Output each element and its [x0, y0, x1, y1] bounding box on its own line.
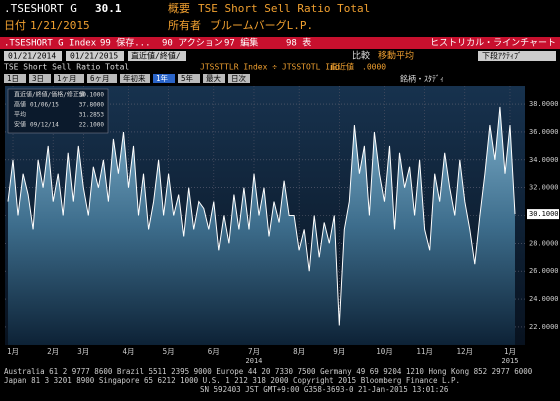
x-tick-label: 3月: [77, 347, 89, 356]
period-label: 1日: [7, 74, 19, 83]
legend-value: 30.1000: [79, 92, 105, 99]
x-tick-label: 4月: [122, 347, 134, 356]
footer-line: SN 592403 JST GMT+9:00 G358-3693-0 21-Ja…: [200, 385, 449, 394]
footer-line: Japan 81 3 3201 8900 Singapore 65 6212 1…: [4, 376, 460, 385]
y-tick-label: 26.0000: [529, 267, 559, 275]
y-tick-label: 24.0000: [529, 295, 559, 303]
formula: JTSSTTLR Index ÷ JTSSTOTL Ind: [200, 63, 340, 72]
y-tick-label: 32.0000: [529, 184, 559, 192]
period-button[interactable]: [120, 74, 150, 83]
year-label: 2015: [502, 357, 519, 365]
legend-label: 直近値/終値/価格/修正値: [14, 91, 85, 99]
legend-date: 09/12/14: [30, 122, 59, 129]
y-tick-label: 34.0000: [529, 156, 559, 164]
period-label: 1年: [156, 73, 169, 83]
y-tick-label: 28.0000: [529, 239, 559, 247]
x-tick-label: 2月: [47, 347, 59, 356]
last-value-box: [527, 209, 559, 220]
y-tick-label: 36.0000: [529, 128, 559, 136]
period-label: 最大: [206, 73, 221, 83]
x-tick-label: 9月: [333, 347, 345, 356]
period-button[interactable]: [29, 74, 51, 83]
field: 直近値/終値/: [131, 51, 181, 61]
ticker: .TSESHORT G: [4, 2, 77, 15]
legend-label: 平均: [14, 111, 26, 119]
formula-value: .0000: [362, 63, 386, 72]
legend-value: 22.1000: [79, 122, 105, 129]
x-tick-label: 6月: [208, 347, 220, 356]
tools[interactable]: 銘柄・ｽﾀﾃﾞｨ: [400, 74, 444, 84]
y-tick-label: 38.0000: [529, 100, 559, 108]
period-label: 5年: [181, 73, 194, 83]
view-name: ヒストリカル・ラインチャート: [430, 38, 556, 49]
legend-label: 安値: [14, 121, 26, 129]
period-button[interactable]: [153, 74, 175, 83]
toolbar-button[interactable]: 90 アクション: [162, 38, 223, 49]
formula-field: 直近値: [330, 62, 354, 72]
compare[interactable]: 比較: [352, 50, 370, 62]
x-tick-label: 8月: [293, 347, 305, 356]
start-date: 01/21/2014: [8, 52, 56, 61]
legend-value: 37.8000: [79, 102, 105, 109]
period-button[interactable]: [4, 74, 26, 83]
period-label: 年初来: [123, 73, 146, 83]
security: .TSESHORT G Index: [4, 39, 97, 49]
field-box[interactable]: [128, 51, 186, 61]
period-label: 日次: [231, 73, 246, 83]
x-tick-label: 12月: [457, 347, 474, 356]
end-box[interactable]: [66, 51, 124, 61]
lower-box[interactable]: [478, 51, 556, 61]
legend-value: 31.2853: [79, 112, 105, 119]
start-box[interactable]: [4, 51, 62, 61]
end-date: 01/21/2015: [70, 52, 118, 61]
period-button[interactable]: [178, 74, 200, 83]
toolbar-button[interactable]: 99 保存...: [100, 37, 151, 49]
toolbar-button[interactable]: 98 表: [286, 37, 311, 49]
legend-date: 01/06/15: [30, 102, 59, 109]
period-button[interactable]: [228, 74, 250, 83]
toolbar-button[interactable]: 97 編集: [224, 37, 258, 49]
last-price: 30.1: [95, 2, 122, 15]
last-value-label: 30.1000: [529, 210, 559, 218]
period-label: 6ヶ月: [90, 74, 110, 83]
footer-line: Australia 61 2 9777 8600 Brazil 5511 239…: [4, 367, 533, 376]
date-label: 日付: [4, 19, 26, 32]
legend-label: 高値: [14, 101, 26, 109]
period-button[interactable]: [203, 74, 225, 83]
period-button[interactable]: [54, 74, 84, 83]
lower: 下段ｱｸﾃｨﾌﾞ: [482, 51, 522, 61]
series-name: TSE Short Sell Ratio Total: [4, 63, 129, 72]
legend-box: [7, 88, 109, 134]
x-tick-label: 10月: [376, 347, 393, 356]
x-tick-label: 11月: [416, 347, 433, 356]
period-label: 3日: [32, 74, 44, 83]
owner: ブルームバーグL.P.: [210, 18, 313, 32]
desc: TSE Short Sell Ratio Total: [198, 2, 370, 15]
year-label: 2014: [246, 357, 263, 365]
y-tick-label: 22.0000: [529, 323, 559, 331]
owner-label: 所有者: [168, 18, 201, 32]
line: [7, 106, 516, 326]
x-tick-label: 7月: [248, 347, 260, 356]
period-label: 1ヶ月: [57, 74, 77, 83]
period-button[interactable]: [87, 74, 117, 83]
moving-avg[interactable]: 移動平均: [378, 50, 414, 62]
x-tick-label: 5月: [163, 347, 175, 356]
x-tick-label: 1月: [7, 347, 19, 356]
date: 1/21/2015: [30, 19, 90, 32]
desc-label: 概要: [168, 2, 190, 15]
x-tick-label: 1月: [504, 347, 516, 356]
toolbar: [0, 37, 560, 49]
